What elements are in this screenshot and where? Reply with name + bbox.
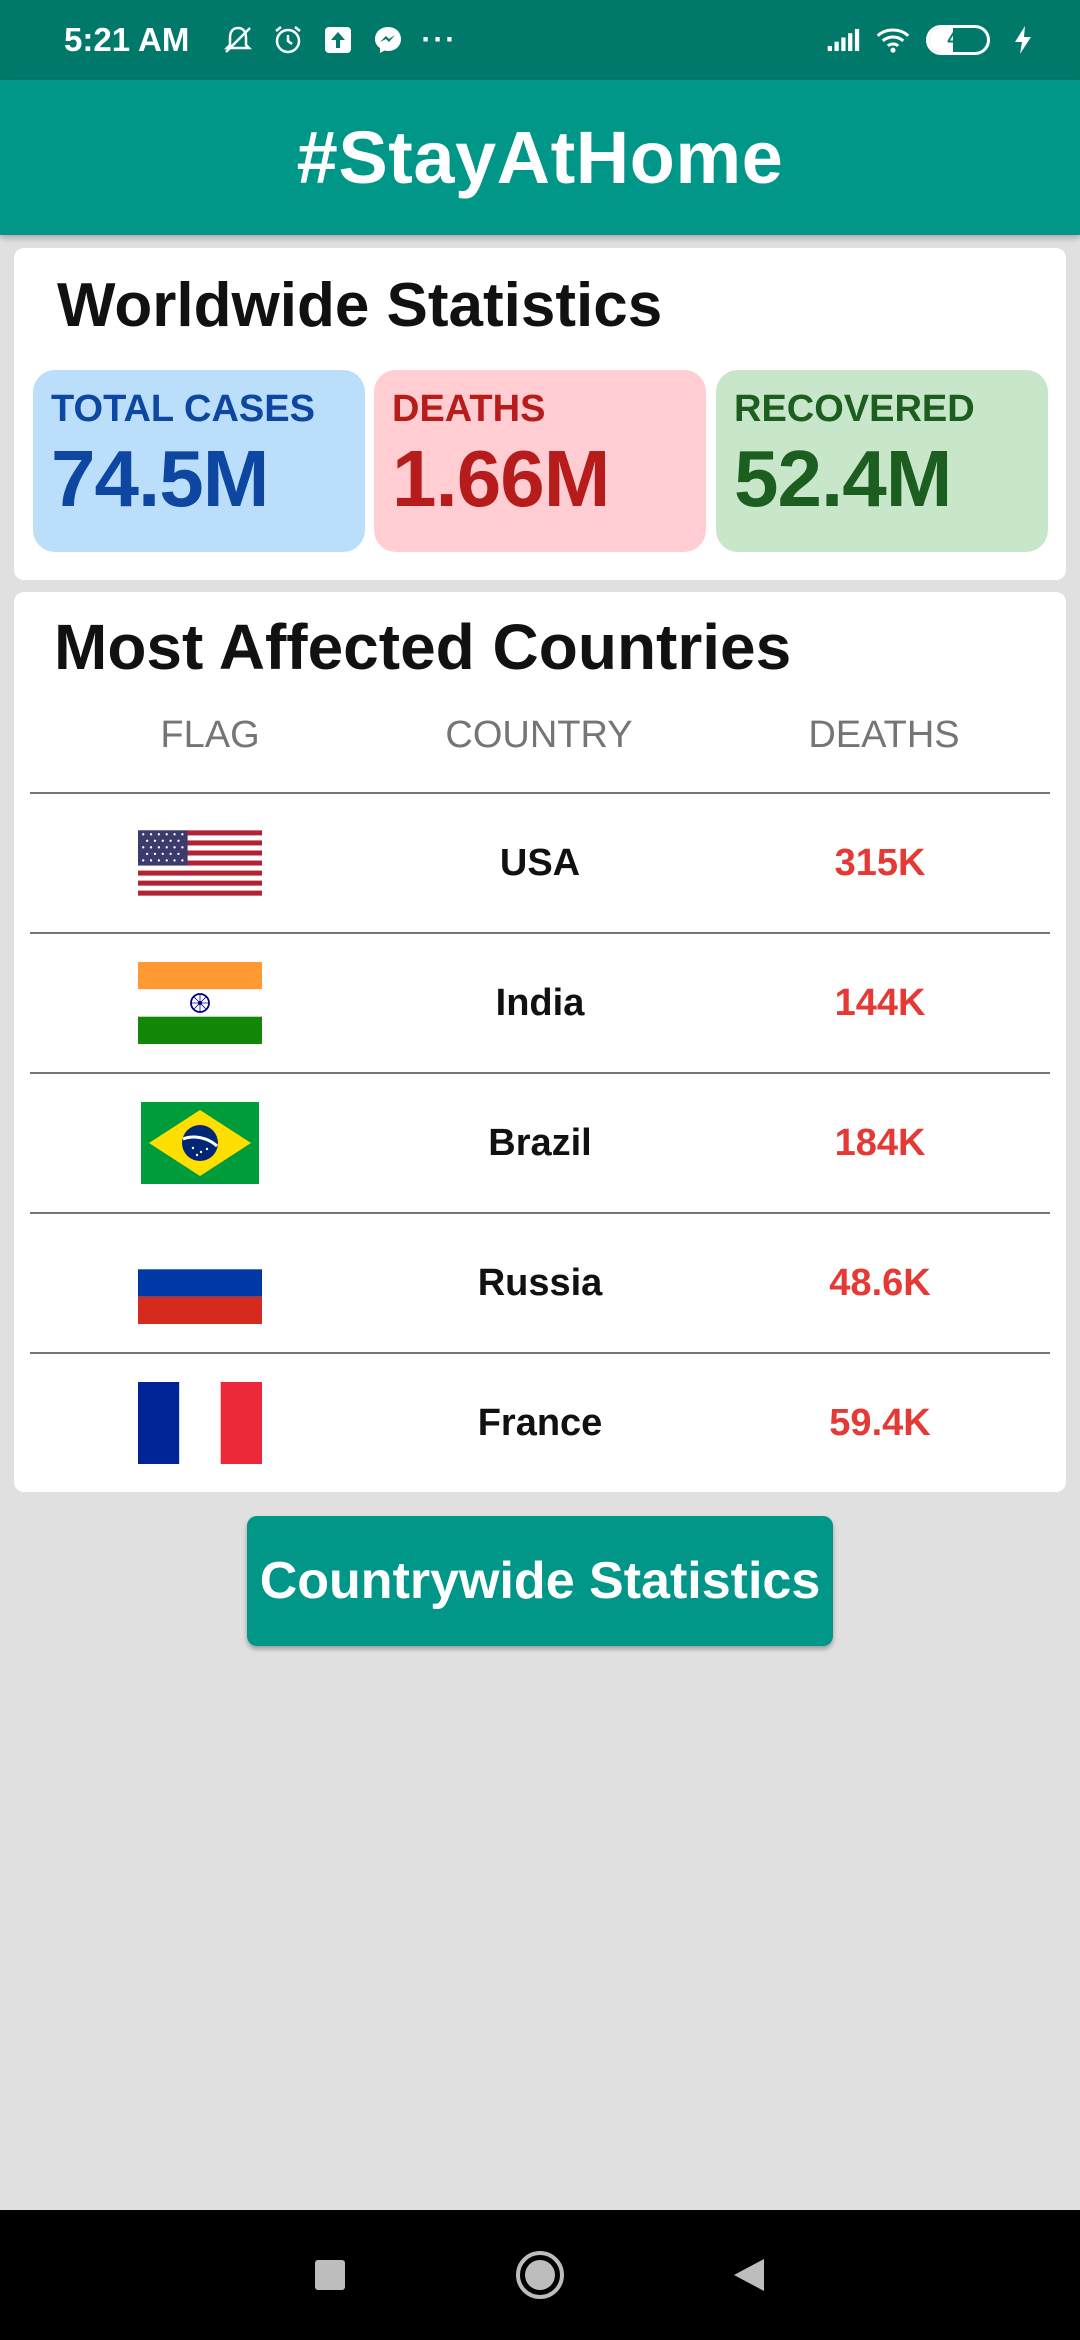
worldwide-statistics-card: Worldwide Statistics TOTAL CASES 74.5M D… [14, 248, 1066, 580]
messenger-icon [371, 23, 405, 57]
countries-table: USA 315K India 144K [30, 792, 1050, 1492]
signal-icon [826, 23, 860, 57]
most-affected-countries-title: Most Affected Countries [54, 611, 792, 683]
column-header-country: COUNTRY [445, 714, 633, 756]
status-time: 5:21 AM [64, 21, 190, 58]
table-row: Brazil 184K [30, 1072, 1050, 1212]
brazil-flag-icon [141, 1102, 259, 1184]
back-triangle-icon[interactable] [720, 2245, 780, 2305]
total-cases-label: TOTAL CASES [51, 388, 315, 430]
status-right: 41 [826, 23, 1040, 57]
alarm-icon [271, 23, 305, 57]
recents-square-icon[interactable] [300, 2245, 360, 2305]
column-header-deaths: DEATHS [808, 714, 960, 756]
country-name: France [477, 1401, 603, 1444]
country-deaths: 144K [834, 981, 926, 1024]
upload-icon [321, 23, 355, 57]
table-row: India 144K [30, 932, 1050, 1072]
navigation-bar [0, 2210, 1080, 2340]
battery-icon: 41 [926, 25, 990, 55]
country-name: USA [499, 841, 581, 884]
usa-flag-icon [138, 830, 262, 896]
deaths-box: DEATHS 1.66M [374, 370, 706, 552]
total-cases-value: 74.5M [51, 434, 269, 523]
charging-icon [1006, 23, 1040, 57]
notification-icons: ··· [221, 23, 457, 57]
recovered-value: 52.4M [734, 434, 952, 523]
total-cases-box: TOTAL CASES 74.5M [33, 370, 365, 552]
deaths-value: 1.66M [392, 434, 610, 523]
country-deaths: 59.4K [829, 1401, 931, 1444]
country-name: Russia [477, 1261, 603, 1304]
status-left: 5:21 AM ··· [64, 21, 457, 59]
mute-icon [221, 23, 255, 57]
recovered-label: RECOVERED [734, 388, 975, 430]
battery-level: 41 [947, 29, 969, 50]
recovered-box: RECOVERED 52.4M [716, 370, 1048, 552]
wifi-icon [876, 23, 910, 57]
france-flag-icon [138, 1382, 262, 1464]
column-header-flag: FLAG [160, 714, 260, 756]
worldwide-statistics-title: Worldwide Statistics [57, 271, 663, 340]
country-name: India [495, 981, 585, 1024]
country-name: Brazil [488, 1121, 592, 1164]
home-circle-icon[interactable] [510, 2245, 570, 2305]
table-row: France 59.4K [30, 1352, 1050, 1492]
app-title: #StayAtHome [296, 116, 784, 199]
countrywide-statistics-button[interactable]: Countrywide Statistics [247, 1516, 833, 1646]
table-row: USA 315K [30, 792, 1050, 932]
most-affected-countries-card: Most Affected Countries FLAG COUNTRY DEA… [14, 592, 1066, 1492]
russia-flag-icon [138, 1242, 262, 1324]
status-bar: 5:21 AM ··· 41 [0, 0, 1080, 80]
deaths-label: DEATHS [392, 388, 546, 430]
country-deaths: 184K [834, 1121, 926, 1164]
country-deaths: 48.6K [829, 1261, 931, 1304]
india-flag-icon [138, 962, 262, 1044]
app-bar: #StayAtHome [0, 80, 1080, 235]
country-deaths: 315K [834, 841, 926, 884]
table-row: Russia 48.6K [30, 1212, 1050, 1352]
more-dots-icon: ··· [421, 23, 458, 56]
